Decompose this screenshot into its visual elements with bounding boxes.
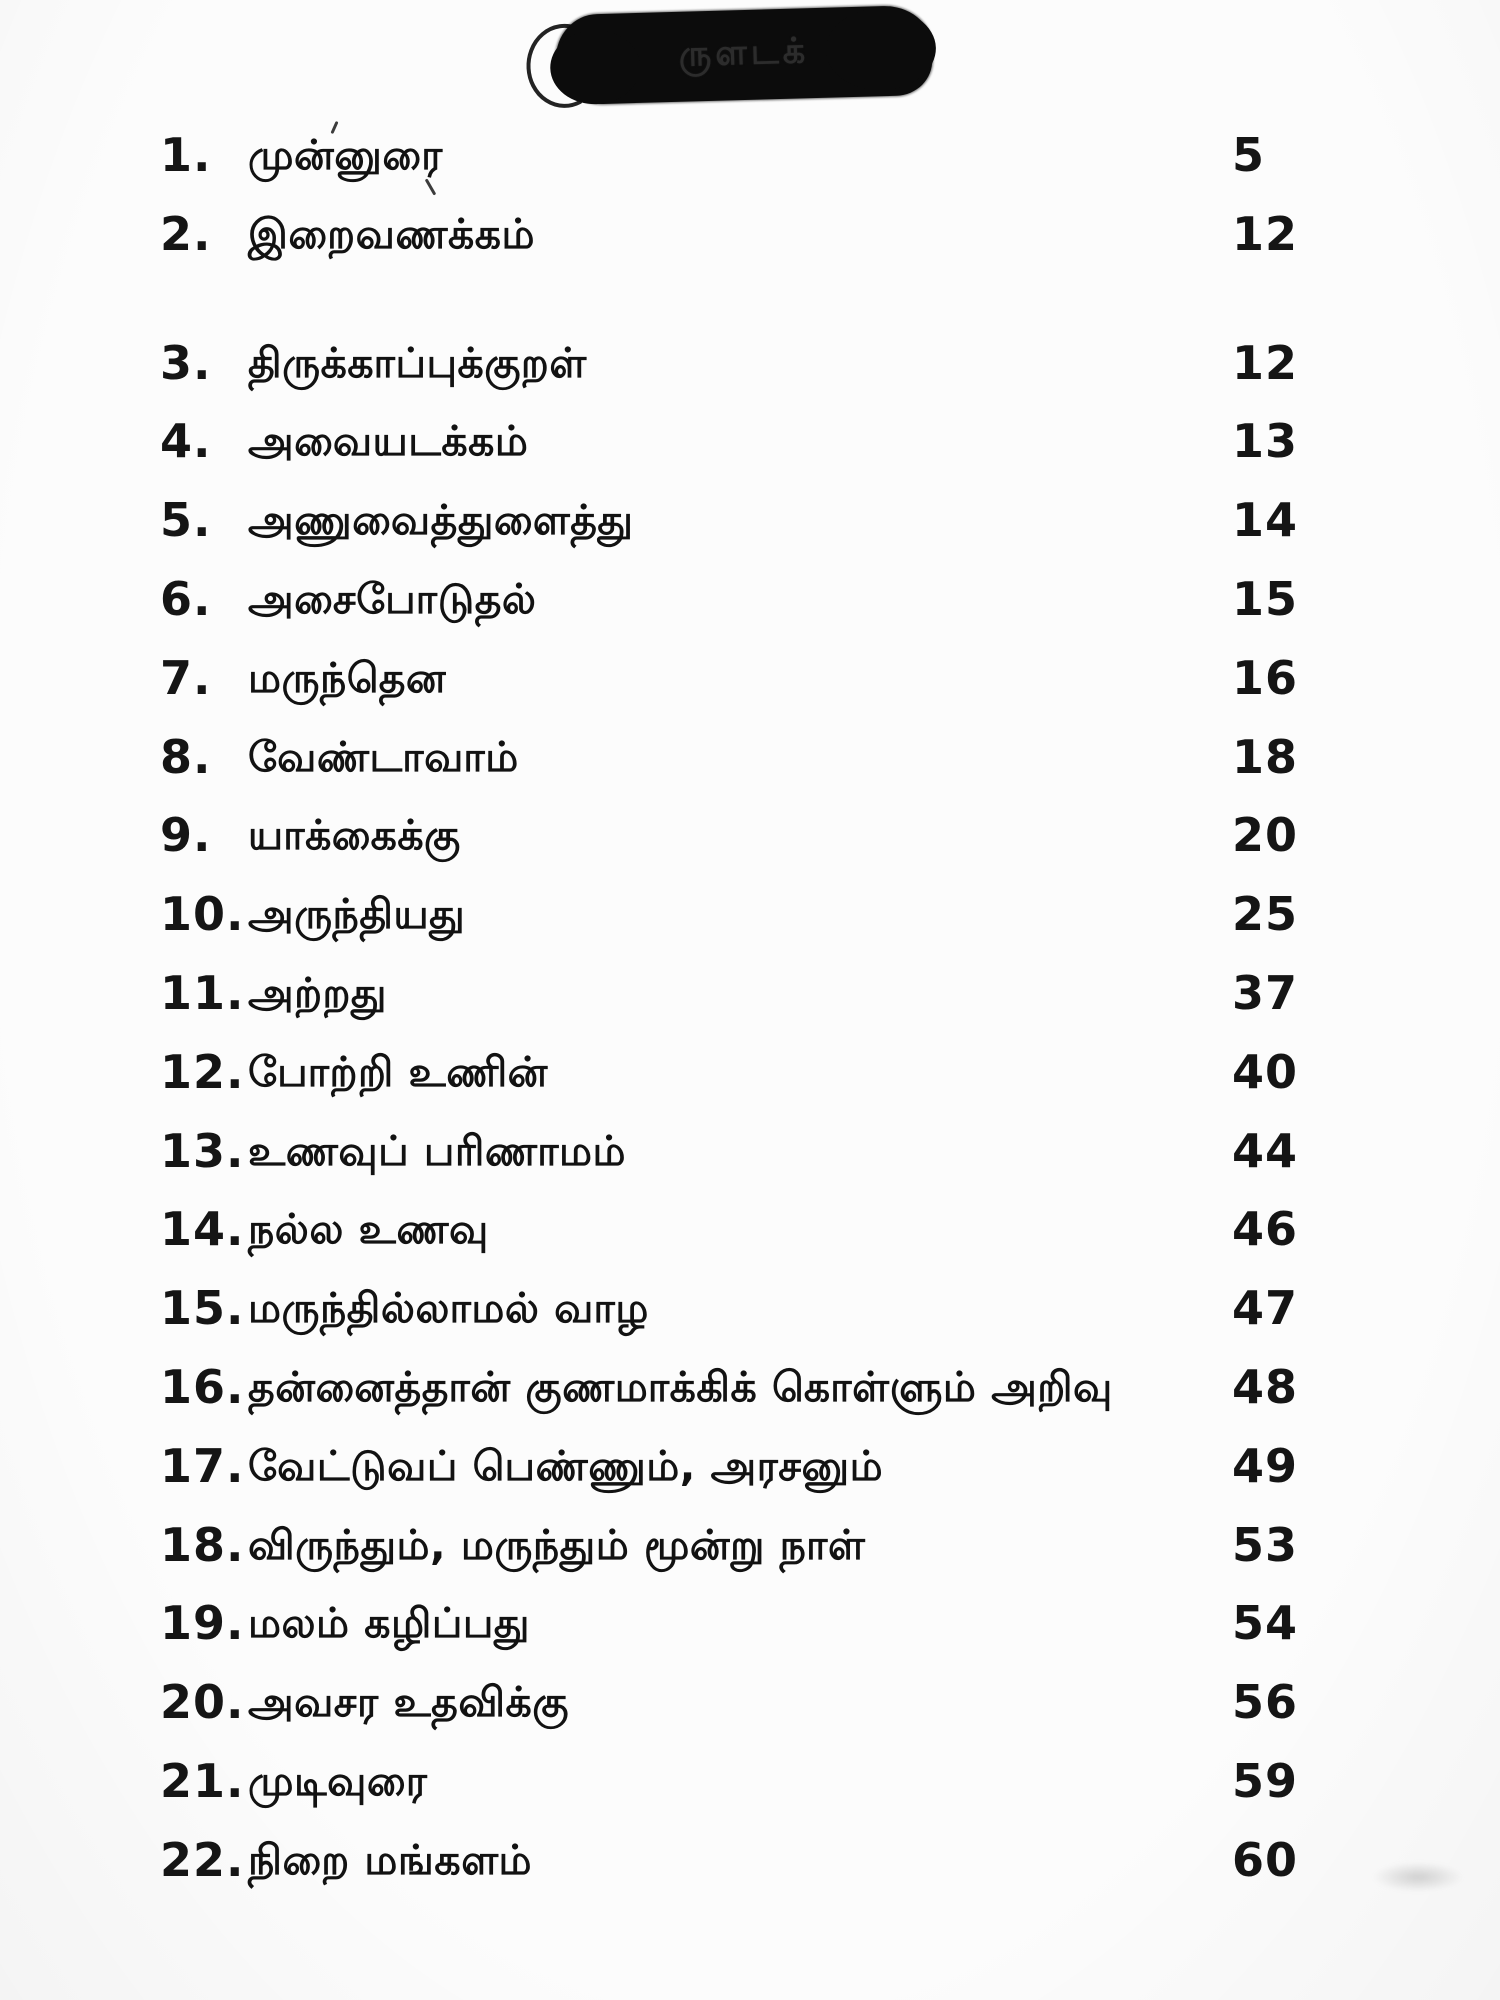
toc-row: 7. மருந்தென 16 (0, 652, 1500, 704)
toc-entry-page: 12 (1232, 207, 1299, 261)
toc-entry-title: முன்னுரை (248, 131, 443, 179)
toc-entry-number: 3. (160, 336, 212, 390)
toc-entry-page: 49 (1232, 1439, 1299, 1493)
toc-entry-title: அசைபோடுதல் (248, 575, 537, 623)
toc-entry-title: மருந்தென (248, 654, 447, 702)
toc-entry-title: அவசர உதவிக்கு (248, 1678, 569, 1726)
toc-entry-number: 14. (160, 1202, 245, 1256)
toc-row: 17. வேட்டுவப் பெண்ணும், அரசனும் 49 (0, 1440, 1500, 1492)
toc-entry-title: தன்னைத்தான் குணமாக்கிக் கொள்ளும் அறிவு (248, 1363, 1113, 1411)
toc-row: 14. நல்ல உணவு 46 (0, 1203, 1500, 1255)
toc-entry-page: 54 (1232, 1596, 1299, 1650)
toc-entry-page: 14 (1232, 493, 1299, 547)
toc-row: 11. அற்றது 37 (0, 967, 1500, 1019)
toc-entry-title: அருந்தியது (248, 890, 466, 938)
toc-entry-page: 18 (1232, 730, 1299, 784)
scan-smudge (1372, 1862, 1464, 1892)
toc-row: 15. மருந்தில்லாமல் வாழ 47 (0, 1282, 1500, 1334)
toc-entry-number: 17. (160, 1439, 245, 1493)
toc-row: 5. அணுவைத்துளைத்து 14 (0, 494, 1500, 546)
toc-entry-number: 4. (160, 414, 212, 468)
toc-row: 16. தன்னைத்தான் குணமாக்கிக் கொள்ளும் அறி… (0, 1361, 1500, 1413)
toc-entry-number: 2. (160, 207, 212, 261)
toc-entry-page: 13 (1232, 414, 1299, 468)
toc-row: 10. அருந்தியது 25 (0, 888, 1500, 940)
toc-entry-number: 13. (160, 1124, 245, 1178)
obscured-title-text: ருளடக் (678, 31, 810, 75)
toc-row: 8. வேண்டாவாம் 18 (0, 731, 1500, 783)
toc-entry-page: 48 (1232, 1360, 1299, 1414)
toc-row: 20. அவசர உதவிக்கு 56 (0, 1676, 1500, 1728)
toc-entry-number: 6. (160, 572, 212, 626)
toc-entry-number: 1. (160, 128, 212, 182)
toc-entry-number: 19. (160, 1596, 245, 1650)
toc-entry-number: 15. (160, 1281, 245, 1335)
toc-entry-title: யாக்கைக்கு (248, 811, 461, 859)
toc-entry-number: 18. (160, 1518, 245, 1572)
toc-row: 19. மலம் கழிப்பது 54 (0, 1597, 1500, 1649)
toc-entry-title: அற்றது (248, 969, 387, 1017)
paren-mark (526, 23, 582, 108)
toc-entry-title: விருந்தும், மருந்தும் மூன்று நாள் (248, 1521, 866, 1569)
toc-entry-page: 59 (1232, 1754, 1299, 1808)
toc-entry-page: 46 (1232, 1202, 1299, 1256)
toc-entry-number: 7. (160, 651, 212, 705)
toc-entry-title: அணுவைத்துளைத்து (248, 496, 634, 544)
redacted-title-stamp: ருளடக் (554, 4, 934, 106)
toc-row: 6. அசைபோடுதல் 15 (0, 573, 1500, 625)
toc-entry-page: 37 (1232, 966, 1299, 1020)
toc-entry-title: நல்ல உணவு (248, 1205, 489, 1253)
toc-entry-title: உணவுப் பரிணாமம் (248, 1127, 626, 1175)
toc-entry-title: மலம் கழிப்பது (248, 1599, 530, 1647)
toc-entry-page: 40 (1232, 1045, 1299, 1099)
toc-entry-page: 12 (1232, 336, 1299, 390)
toc-entry-title: நிறை மங்களம் (248, 1836, 533, 1884)
toc-row: 3. திருக்காப்புக்குறள் 12 (0, 337, 1500, 389)
toc-entry-page: 16 (1232, 651, 1299, 705)
toc-entry-number: 10. (160, 887, 245, 941)
toc-entry-page: 20 (1232, 808, 1299, 862)
toc-row: 9. யாக்கைக்கு 20 (0, 809, 1500, 861)
toc-entry-number: 22. (160, 1833, 245, 1887)
toc-entry-number: 9. (160, 808, 212, 862)
toc-entry-page: 56 (1232, 1675, 1299, 1729)
toc-entry-page: 5 (1232, 128, 1266, 182)
toc-entry-page: 53 (1232, 1518, 1299, 1572)
toc-entry-number: 20. (160, 1675, 245, 1729)
toc-row: 2. இறைவணக்கம் 12 (0, 208, 1500, 260)
toc-entry-number: 21. (160, 1754, 245, 1808)
toc-entry-title: போற்றி உணின் (248, 1048, 548, 1096)
toc-entry-number: 5. (160, 493, 212, 547)
toc-entry-page: 25 (1232, 887, 1299, 941)
toc-row: 22. நிறை மங்களம் 60 (0, 1834, 1500, 1886)
toc-row: 13. உணவுப் பரிணாமம் 44 (0, 1125, 1500, 1177)
toc-entry-page: 47 (1232, 1281, 1299, 1335)
toc-entry-title: திருக்காப்புக்குறள் (248, 339, 587, 387)
scan-artifact (424, 178, 437, 196)
toc-row: 18. விருந்தும், மருந்தும் மூன்று நாள் 53 (0, 1519, 1500, 1571)
toc-entry-page: 15 (1232, 572, 1299, 626)
toc-row: 21. முடிவுரை 59 (0, 1755, 1500, 1807)
toc-entry-number: 16. (160, 1360, 245, 1414)
toc-entry-title: வேண்டாவாம் (248, 733, 519, 781)
toc-entry-title: இறைவணக்கம் (248, 210, 535, 258)
toc-row: 12. போற்றி உணின் 40 (0, 1046, 1500, 1098)
toc-row: 4. அவையடக்கம் 13 (0, 415, 1500, 467)
toc-row: 1. முன்னுரை 5 (0, 129, 1500, 181)
toc-entry-page: 60 (1232, 1833, 1299, 1887)
toc-entry-page: 44 (1232, 1124, 1299, 1178)
toc-entry-number: 12. (160, 1045, 245, 1099)
toc-entry-number: 11. (160, 966, 245, 1020)
toc-entry-title: மருந்தில்லாமல் வாழ (248, 1284, 649, 1332)
toc-entry-number: 8. (160, 730, 212, 784)
toc-entry-title: வேட்டுவப் பெண்ணும், அரசனும் (248, 1442, 884, 1490)
toc-entry-title: முடிவுரை (248, 1757, 428, 1805)
toc-entry-title: அவையடக்கம் (248, 417, 529, 465)
